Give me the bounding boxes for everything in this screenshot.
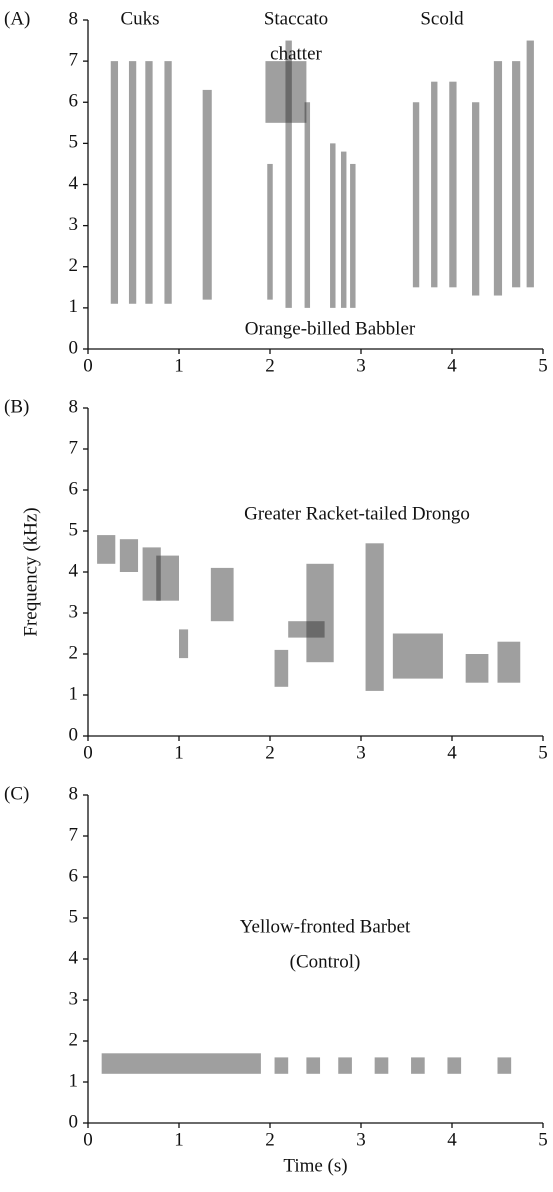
y-axis-label: Frequency (kHz) xyxy=(20,507,41,636)
x-tick-label: 4 xyxy=(447,742,457,763)
y-tick-label: 4 xyxy=(69,560,79,581)
y-tick-label: 0 xyxy=(69,337,79,358)
x-tick-label: 5 xyxy=(538,742,548,763)
y-tick-label: 1 xyxy=(69,1070,79,1091)
panel-label: (A) xyxy=(4,8,30,29)
x-tick-label: 0 xyxy=(83,355,93,376)
x-tick-label: 5 xyxy=(538,355,548,376)
annotation: Staccato xyxy=(264,8,328,29)
call-syllable xyxy=(330,143,336,308)
annotation: Greater Racket-tailed Drongo xyxy=(244,503,470,524)
y-tick-label: 0 xyxy=(69,1111,79,1132)
call-syllable xyxy=(512,61,521,288)
y-tick-label: 1 xyxy=(69,296,79,317)
call-syllable xyxy=(288,621,325,638)
call-syllable xyxy=(350,163,356,308)
call-syllable xyxy=(497,641,521,683)
y-tick-label: 6 xyxy=(69,865,79,886)
y-tick-label: 5 xyxy=(69,906,79,927)
call-syllable xyxy=(374,1057,389,1074)
x-tick-label: 3 xyxy=(356,355,366,376)
x-tick-label: 2 xyxy=(265,1129,275,1150)
annotation: (Control) xyxy=(290,951,361,972)
call-syllable xyxy=(338,1057,352,1074)
call-syllable xyxy=(412,102,420,288)
call-syllable xyxy=(274,649,289,687)
call-syllable xyxy=(101,1053,261,1074)
call-syllable xyxy=(202,89,212,300)
call-syllable xyxy=(447,1057,462,1074)
call-syllable xyxy=(340,151,347,308)
annotation: Cuks xyxy=(120,8,159,29)
x-tick-label: 2 xyxy=(265,355,275,376)
call-syllable xyxy=(267,163,273,300)
y-tick-label: 3 xyxy=(69,988,79,1009)
annotation: Scold xyxy=(420,8,464,29)
annotation: Yellow-fronted Barbet xyxy=(240,916,411,937)
call-syllable xyxy=(210,567,234,622)
x-tick-label: 3 xyxy=(356,1129,366,1150)
y-tick-label: 4 xyxy=(69,947,79,968)
y-tick-label: 6 xyxy=(69,91,79,112)
call-syllable xyxy=(145,61,153,304)
y-tick-label: 3 xyxy=(69,214,79,235)
call-syllable xyxy=(365,543,384,691)
x-tick-label: 3 xyxy=(356,742,366,763)
x-tick-label: 1 xyxy=(174,742,184,763)
call-syllable xyxy=(472,102,480,296)
panel-label: (C) xyxy=(4,783,29,804)
call-syllable xyxy=(285,40,292,308)
y-tick-label: 2 xyxy=(69,255,79,276)
call-syllable xyxy=(449,81,457,288)
call-syllable xyxy=(265,61,307,123)
y-tick-label: 5 xyxy=(69,132,79,153)
x-tick-label: 0 xyxy=(83,1129,93,1150)
x-tick-label: 4 xyxy=(447,355,457,376)
y-tick-label: 8 xyxy=(69,396,79,417)
call-syllable xyxy=(110,61,119,304)
y-tick-label: 7 xyxy=(69,49,79,70)
call-syllable xyxy=(526,40,534,288)
y-tick-label: 1 xyxy=(69,683,79,704)
x-tick-label: 5 xyxy=(538,1129,548,1150)
call-syllable xyxy=(392,633,443,679)
x-tick-label: 0 xyxy=(83,742,93,763)
call-syllable xyxy=(128,61,137,304)
call-syllable xyxy=(97,535,116,564)
call-syllable xyxy=(274,1057,289,1074)
x-tick-label: 2 xyxy=(265,742,275,763)
call-syllable xyxy=(119,539,139,572)
call-syllable xyxy=(304,102,311,308)
y-tick-label: 0 xyxy=(69,724,79,745)
y-tick-label: 7 xyxy=(69,437,79,458)
y-tick-label: 2 xyxy=(69,642,79,663)
x-tick-label: 4 xyxy=(447,1129,457,1150)
call-syllable xyxy=(142,547,161,601)
y-tick-label: 5 xyxy=(69,519,79,540)
annotation: Orange-billed Babbler xyxy=(245,318,416,339)
call-syllable xyxy=(306,1057,321,1074)
y-tick-label: 8 xyxy=(69,8,79,29)
call-syllable xyxy=(179,629,189,659)
y-tick-label: 7 xyxy=(69,824,79,845)
call-syllable xyxy=(497,1057,512,1074)
annotation: chatter xyxy=(270,43,322,64)
call-syllable xyxy=(493,61,503,296)
x-tick-label: 1 xyxy=(174,355,184,376)
y-tick-label: 8 xyxy=(69,783,79,804)
panel-label: (B) xyxy=(4,396,29,417)
x-tick-label: 1 xyxy=(174,1129,184,1150)
call-syllable xyxy=(465,654,489,683)
call-syllable xyxy=(431,81,438,288)
call-syllable xyxy=(411,1057,425,1074)
x-axis-label: Time (s) xyxy=(283,1155,347,1176)
y-tick-label: 2 xyxy=(69,1029,79,1050)
y-tick-label: 3 xyxy=(69,601,79,622)
y-tick-label: 6 xyxy=(69,478,79,499)
call-syllable xyxy=(164,61,172,304)
call-syllable xyxy=(156,555,179,601)
y-tick-label: 4 xyxy=(69,173,79,194)
call-syllable xyxy=(306,563,334,663)
